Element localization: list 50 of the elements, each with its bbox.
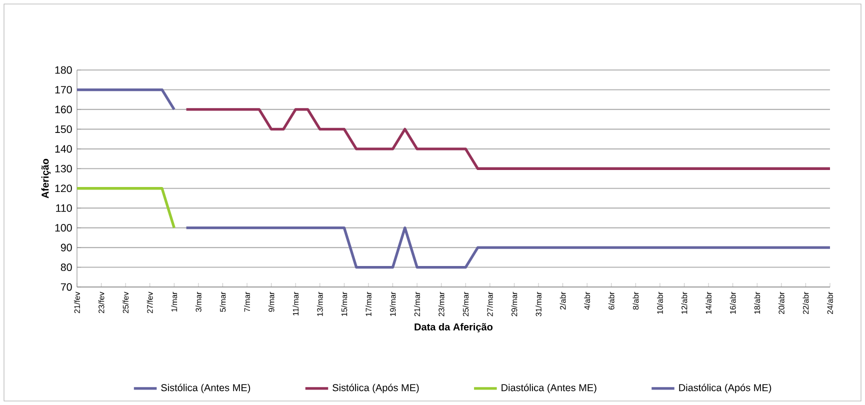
x-tick-label: 7/mar [244, 292, 250, 312]
x-tick-label: 27/fev [146, 292, 153, 314]
x-tick-label: 4/abr [584, 292, 590, 310]
x-tick-label: 23/mar [438, 292, 444, 316]
y-axis-title: Aferição [41, 158, 51, 198]
x-tick-label: 23/fev [98, 292, 104, 314]
y-tick-label: 80 [60, 264, 72, 272]
x-tick-label: 17/mar [366, 292, 372, 316]
legend-label: Sistólica (Após ME) [332, 384, 419, 394]
x-tick-label: 25/fev [122, 292, 129, 314]
y-tick-label: 140 [55, 145, 72, 153]
x-tick-label: 8/abr [632, 292, 639, 310]
legend-label: Diastólica (Após ME) [679, 384, 772, 394]
y-tick-label: 120 [55, 184, 72, 192]
x-axis-title: Data da Aferição [414, 323, 493, 332]
y-tick-label: 110 [56, 204, 72, 212]
y-tick-label: 150 [55, 125, 72, 133]
x-tick-label: 21/mar [414, 292, 420, 316]
x-tick-label: 5/mar [220, 292, 226, 312]
x-tick-label: 2/abr [560, 292, 566, 310]
x-tick-label: 12/abr [681, 292, 688, 314]
x-tick-label: 15/mar [341, 292, 348, 316]
x-tick-label: 29/mar [511, 292, 518, 316]
x-tick-label: 18/abr [754, 292, 760, 314]
x-tick-label: 11/mar [292, 292, 299, 316]
legend-label: Diastólica (Antes ME) [502, 384, 596, 394]
x-tick-label: 24/abr [827, 292, 833, 314]
y-tick-label: 130 [55, 164, 72, 172]
y-tick-label: 160 [55, 106, 72, 114]
x-tick-label: 21/fev [74, 292, 80, 314]
x-tick-label: 19/mar [390, 292, 396, 316]
y-tick-label: 170 [55, 86, 72, 94]
x-tick-label: 14/abr [706, 292, 712, 314]
x-tick-label: 6/abr [608, 292, 614, 310]
y-tick-label: 100 [55, 224, 72, 232]
x-tick-label: 3/mar [196, 292, 202, 312]
x-tick-label: 27/mar [486, 292, 493, 316]
x-tick-label: 25/mar [462, 292, 469, 316]
y-tick-label: 70 [60, 283, 72, 291]
x-tick-label: 1/mar [171, 292, 178, 312]
y-tick-label: 180 [55, 66, 72, 74]
x-tick-label: 9/mar [268, 292, 274, 312]
legend-label: Sistólica (Antes ME) [161, 384, 250, 394]
x-tick-label: 20/abr [778, 292, 784, 314]
y-tick-label: 90 [60, 244, 72, 252]
x-tick-label: 13/mar [316, 292, 323, 316]
x-tick-label: 31/mar [536, 292, 542, 316]
x-tick-label: 16/abr [730, 292, 736, 314]
x-tick-label: 22/abr [802, 292, 809, 314]
x-tick-label: 10/abr [657, 292, 663, 314]
